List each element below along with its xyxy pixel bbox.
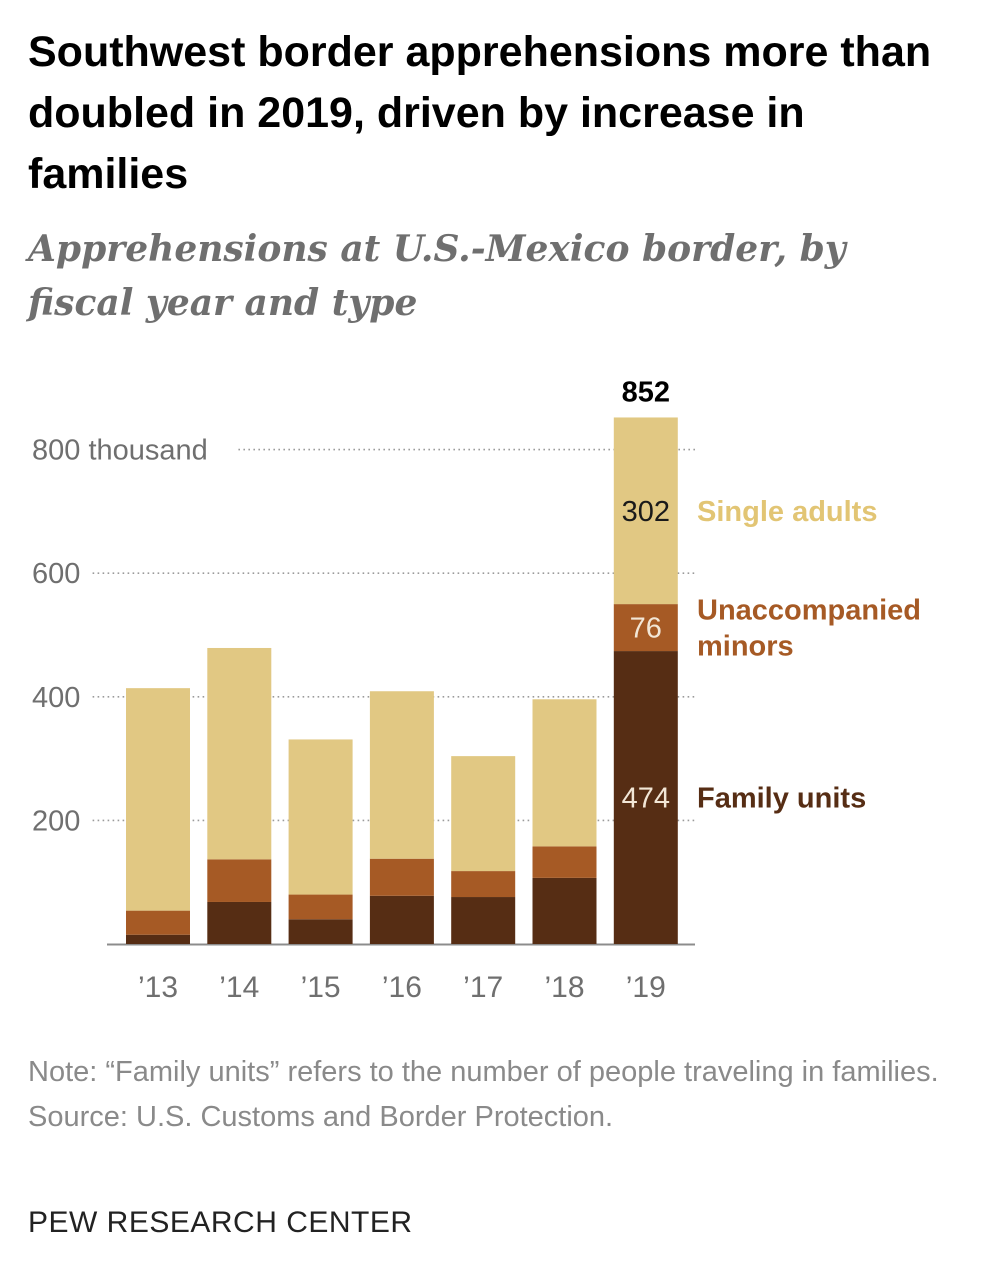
chart-subtitle: Apprehensions at U.S.-Mexico border, by … [28, 228, 846, 324]
bar-segment [369, 858, 434, 896]
bar-segment [207, 901, 272, 944]
brand-logo-text: PEW RESEARCH CENTER [28, 1206, 413, 1239]
total-label: 852 [622, 376, 670, 408]
bar-segment [126, 688, 190, 911]
bar-segment [288, 739, 353, 895]
bar-segment [532, 699, 597, 847]
bar-segment [451, 756, 516, 872]
labels: ’13 ’14 ’15 ’16 ’17 ’18 ’19 474 76 302 852 Single a… [138, 376, 921, 1004]
series-label: Unaccompanied minors [697, 595, 921, 663]
y-tick-label: 800 thousand [32, 435, 208, 467]
bar-segment [532, 877, 597, 944]
bars [126, 417, 678, 944]
series-label: Family units [697, 783, 866, 815]
bar-segment [451, 897, 516, 944]
bar-segment [369, 691, 434, 859]
series-label-line: Unaccompanied [697, 595, 921, 627]
x-tick-label: ’15 [301, 971, 341, 1004]
x-tick-label: ’13 [138, 971, 178, 1004]
bar-segment [288, 894, 353, 920]
bar-segment [369, 895, 434, 944]
bar-segment [613, 651, 678, 944]
footnote: Note: “Family units” refers to the numbe… [28, 1056, 939, 1088]
y-tick-label: 600 [32, 558, 80, 590]
bar-segment [126, 934, 190, 944]
bar-segment [288, 919, 353, 944]
data-label: 76 [630, 613, 662, 645]
bar-segment [613, 417, 678, 605]
x-tick-label: ’16 [382, 971, 422, 1004]
source-line: Source: U.S. Customs and Border Protecti… [28, 1101, 614, 1133]
bar-segment [207, 647, 272, 860]
series-label: Single adults [697, 496, 877, 528]
y-tick-label: 400 [32, 682, 80, 714]
bar-segment [532, 846, 597, 878]
series-label-line: minors [697, 631, 794, 663]
series-label-line: Single adults [697, 496, 877, 528]
bar-segment [451, 871, 516, 898]
x-tick-label: ’18 [544, 971, 584, 1004]
x-tick-label: ’19 [626, 971, 666, 1004]
bar-segment [126, 910, 190, 935]
bar-segment [207, 859, 272, 902]
series-label-line: Family units [697, 783, 866, 815]
data-label: 474 [622, 783, 670, 815]
x-tick-label: ’17 [463, 971, 503, 1004]
bar-segment [613, 604, 678, 652]
gridlines: 200 400 600 800 thousand [32, 435, 695, 946]
x-tick-label: ’14 [219, 971, 259, 1004]
stacked-bar-chart: 200 400 600 800 thousand ’13 ’14 ’15 ’16 ’17 ’18… [32, 376, 921, 1004]
data-label: 302 [622, 496, 670, 528]
notes: Note: “Family units” refers to the numbe… [28, 1050, 968, 1140]
y-tick-label: 200 [32, 805, 80, 837]
chart-title: Southwest border apprehensions more than… [28, 28, 932, 198]
